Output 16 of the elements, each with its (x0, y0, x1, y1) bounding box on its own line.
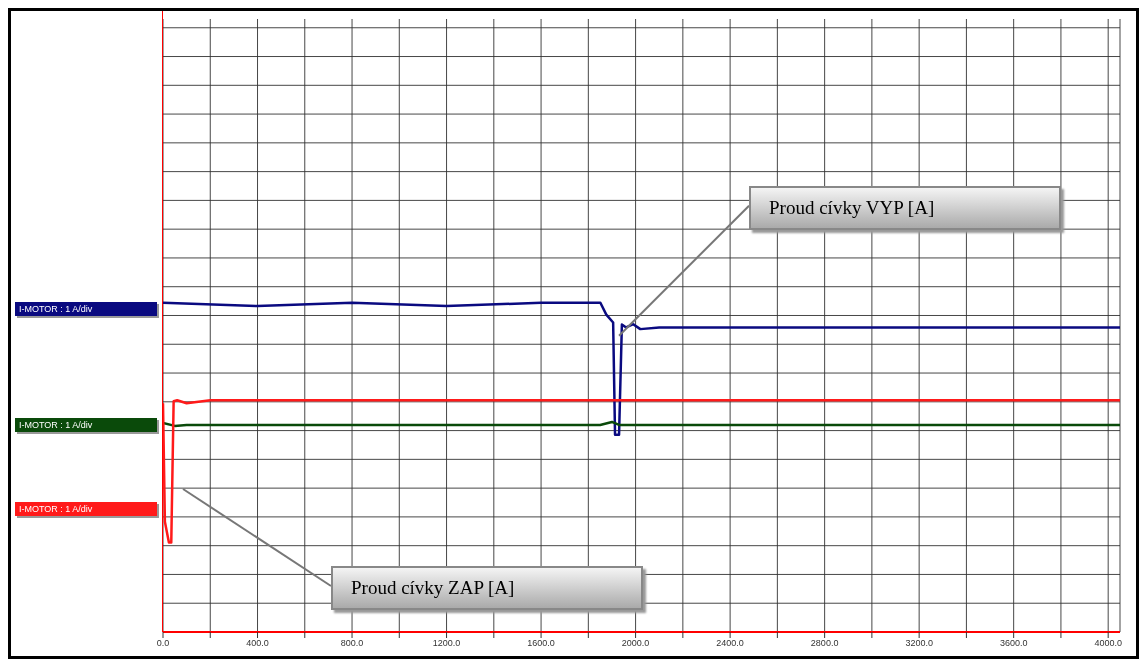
text: I-MOTOR : 1 A/div (15, 418, 157, 432)
x-tick-label: 0.0 (156, 638, 170, 649)
x-tick-label: 2000.0 (621, 638, 650, 649)
x-tick-label: 400.0 (246, 638, 269, 649)
x-tick-label: 3600.0 (999, 638, 1028, 649)
text: I-MOTOR : 1 A/div (15, 502, 157, 516)
callout-box: Proud cívky VYP [A] (749, 185, 1062, 230)
x-tick-label: 2400.0 (716, 638, 744, 649)
x-tick-label: 1200.0 (432, 638, 461, 649)
x-tick-label: 4000.0 (1094, 638, 1122, 649)
callout-box: Proud cívky ZAP [A] (331, 566, 643, 610)
x-tick-label: 1600.0 (527, 638, 555, 649)
x-tick-label: 3200.0 (905, 638, 933, 649)
x-tick-label: 2800.0 (810, 638, 839, 649)
x-tick-label: 800.0 (340, 638, 364, 649)
text: I-MOTOR : 1 A/div (15, 302, 157, 316)
